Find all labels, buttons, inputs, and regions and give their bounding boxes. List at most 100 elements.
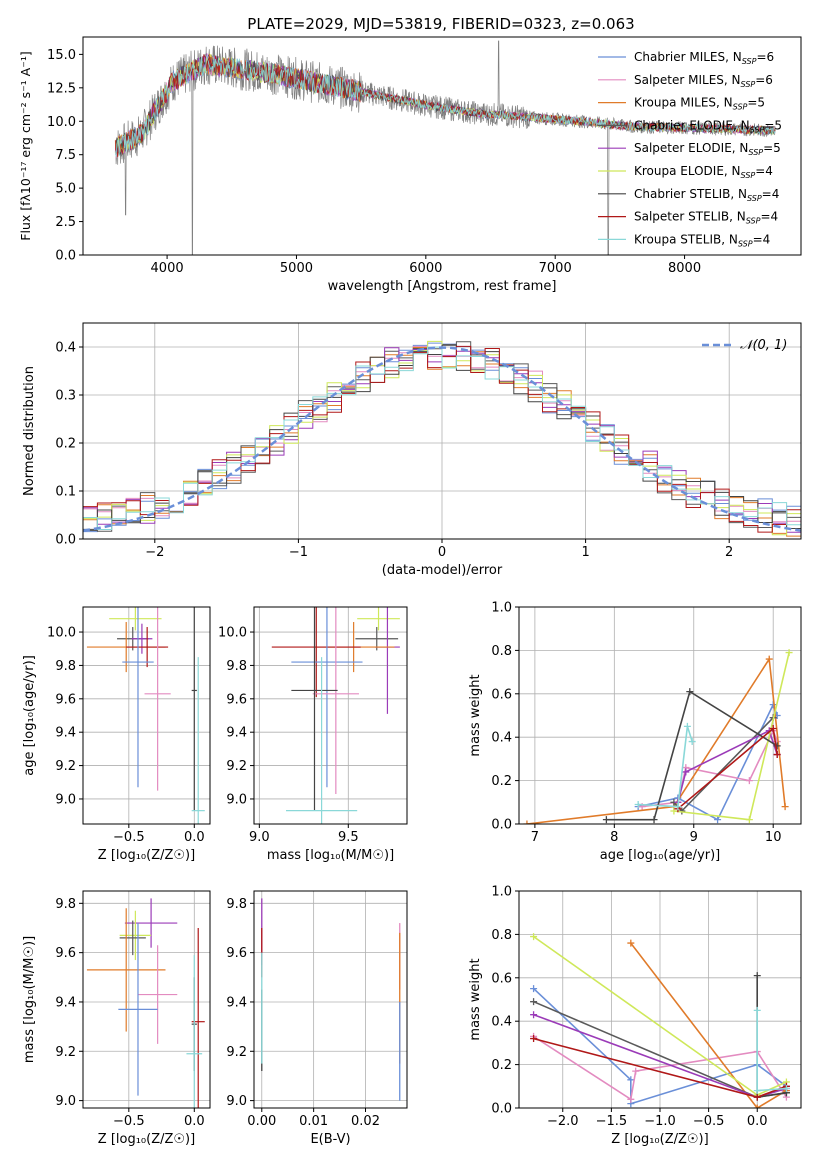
y-tick-label: 0.2 <box>491 774 512 789</box>
y-tick-label: 9.8 <box>226 897 247 912</box>
legend-label: 𝒩(0, 1) <box>740 338 787 353</box>
y-axis-label: age [log₁₀(age/yr)] <box>22 655 37 776</box>
weight-marker-chabrier-stelib <box>753 972 761 980</box>
weight-marker-salpeter-elodie <box>530 1011 538 1019</box>
y-tick-label: 0.3 <box>55 389 76 404</box>
panel-mass_vs_Z: −0.5 0.0 9.0 9.2 9.4 9.6 9.8 Z [log₁₀(Z/Z☉)] mas… <box>22 890 211 1147</box>
weight-line-kroupa-miles <box>630 942 787 1108</box>
y-tick-label: 9.6 <box>55 946 76 961</box>
y-tick-label: 0.6 <box>491 687 512 702</box>
legend-label: Salpeter MILES, NSSP=6 <box>634 73 773 89</box>
y-tick-label: 9.4 <box>226 995 247 1010</box>
x-tick-label: −0.5 <box>693 1114 725 1129</box>
y-tick-label: 9.6 <box>55 692 76 707</box>
y-axis-label: Flux [fλ10⁻¹⁷ erg cm⁻² s⁻¹ A⁻¹] <box>18 51 33 240</box>
weight-marker-chabrier-stelib <box>773 742 781 750</box>
y-axis-label: Normed distribution <box>22 366 37 496</box>
x-axis-label: mass [log₁₀(M/M☉)] <box>267 848 394 863</box>
axes-frame <box>82 606 211 825</box>
y-tick-label: 10.0 <box>47 115 76 130</box>
weight-marker-chabrier-stelib <box>650 816 658 824</box>
y-tick-label: 9.0 <box>55 1094 76 1109</box>
plot-area <box>86 607 205 824</box>
y-tick-label: 0.4 <box>55 341 76 356</box>
y-tick-label: 9.2 <box>226 759 247 774</box>
y-tick-label: 9.4 <box>55 995 76 1010</box>
y-tick-label: 10.0 <box>218 626 247 641</box>
y-tick-label: 1.0 <box>491 885 512 900</box>
y-tick-label: 9.6 <box>226 946 247 961</box>
weight-marker-chabrier-stelib <box>602 816 610 824</box>
y-tick-label: 0.0 <box>55 249 76 264</box>
x-axis-label: wavelength [Angstrom, rest frame] <box>328 279 557 294</box>
weight-marker-salpeter-miles <box>745 777 753 785</box>
weight-marker-salpeter-stelib <box>530 1035 538 1043</box>
weight-marker-kroupa-miles <box>753 1104 761 1108</box>
x-tick-label: −0.5 <box>113 1114 145 1129</box>
x-tick-label: −1 <box>289 545 308 560</box>
y-tick-label: 7.5 <box>55 148 76 163</box>
x-tick-label: 7000 <box>539 261 572 276</box>
y-tick-label: 0.8 <box>491 928 512 943</box>
panel-mass_weight_vs_Z: −2.0 −1.5 −1.0 −0.5 0.0 0.0 0.2 0.4 0.6 0.8 1.0 Z [… <box>468 885 802 1147</box>
y-tick-label: 9.0 <box>226 1094 247 1109</box>
x-tick-label: 6000 <box>409 261 442 276</box>
weight-marker-chabrier-miles <box>627 1076 635 1084</box>
y-tick-label: 0.1 <box>55 485 76 500</box>
x-axis-label: Z [log₁₀(Z/Z☉)] <box>611 1132 708 1147</box>
plot-area <box>271 607 400 824</box>
legend-label: Salpeter STELIB, NSSP=4 <box>634 210 778 226</box>
weight-marker-chabrier-miles <box>714 816 722 824</box>
weight-marker-kroupa-stelib <box>782 1084 790 1092</box>
gaussian-curve <box>83 346 801 532</box>
legend-label: Chabrier MILES, NSSP=6 <box>634 50 774 66</box>
panel-age_vs_Z: −0.5 0.0 9.0 9.2 9.4 9.6 9.8 10.0 Z [log₁₀(Z/Z☉)… <box>22 606 211 863</box>
x-tick-label: −0.5 <box>113 830 145 845</box>
x-tick-label: 0.00 <box>247 1114 276 1129</box>
legend-label: Kroupa MILES, NSSP=5 <box>634 96 765 112</box>
y-tick-label: 0.0 <box>491 818 512 833</box>
y-tick-label: 9.0 <box>55 792 76 807</box>
weight-marker-kroupa-elodie <box>745 816 753 824</box>
x-tick-label: 0.02 <box>351 1114 380 1129</box>
weight-marker-kroupa-stelib <box>688 738 696 746</box>
plot-area <box>86 898 205 1108</box>
x-tick-label: 9 <box>690 830 698 845</box>
x-axis-label: Z [log₁₀(Z/Z☉)] <box>98 1132 195 1147</box>
x-tick-label: 0 <box>438 545 446 560</box>
weight-marker-salpeter-elodie <box>682 768 690 776</box>
x-axis-label: age [log₁₀(age/yr)] <box>600 848 721 863</box>
y-tick-label: 9.2 <box>55 1045 76 1060</box>
y-tick-label: 9.2 <box>226 1045 247 1060</box>
weight-marker-salpeter-stelib <box>753 1093 761 1101</box>
panel-mass_weight_vs_age: 7 8 9 10 0.0 0.2 0.4 0.6 0.8 1.0 age [log₁₀(age/yr… <box>468 601 802 863</box>
x-tick-label: −2.0 <box>547 1114 579 1129</box>
legend-label: Salpeter ELODIE, NSSP=5 <box>634 141 781 157</box>
x-tick-label: −2 <box>145 545 164 560</box>
axes-frame <box>253 890 408 1109</box>
weight-marker-salpeter-stelib <box>773 751 781 759</box>
y-tick-label: 0.2 <box>55 437 76 452</box>
plot-area <box>523 649 793 824</box>
y-tick-label: 0.4 <box>491 1015 512 1030</box>
weight-marker-kroupa-stelib <box>683 722 691 730</box>
y-tick-label: 0.2 <box>491 1058 512 1073</box>
panel-spectrum: Chabrier MILES, NSSP=6 Salpeter MILES, NS… <box>18 36 802 294</box>
legend-label: Chabrier ELODIE, NSSP=5 <box>634 118 782 134</box>
weight-marker-kroupa-miles <box>765 655 773 663</box>
x-tick-label: 7 <box>531 830 539 845</box>
weight-marker-chabrier-miles <box>530 985 538 993</box>
y-tick-label: 0.4 <box>491 731 512 746</box>
x-tick-label: 9.5 <box>338 830 359 845</box>
legend: Chabrier MILES, NSSP=6 Salpeter MILES, NS… <box>598 50 782 248</box>
y-tick-label: 2.5 <box>55 215 76 230</box>
x-tick-label: −1.5 <box>596 1114 628 1129</box>
plot-area <box>114 40 776 255</box>
weight-marker-salpeter-miles <box>632 1067 640 1075</box>
y-axis-label: mass weight <box>468 958 483 1040</box>
y-tick-label: 0.6 <box>491 971 512 986</box>
weight-line-kroupa-miles <box>526 656 786 824</box>
y-tick-label: 9.2 <box>55 759 76 774</box>
plot-area <box>261 898 401 1101</box>
